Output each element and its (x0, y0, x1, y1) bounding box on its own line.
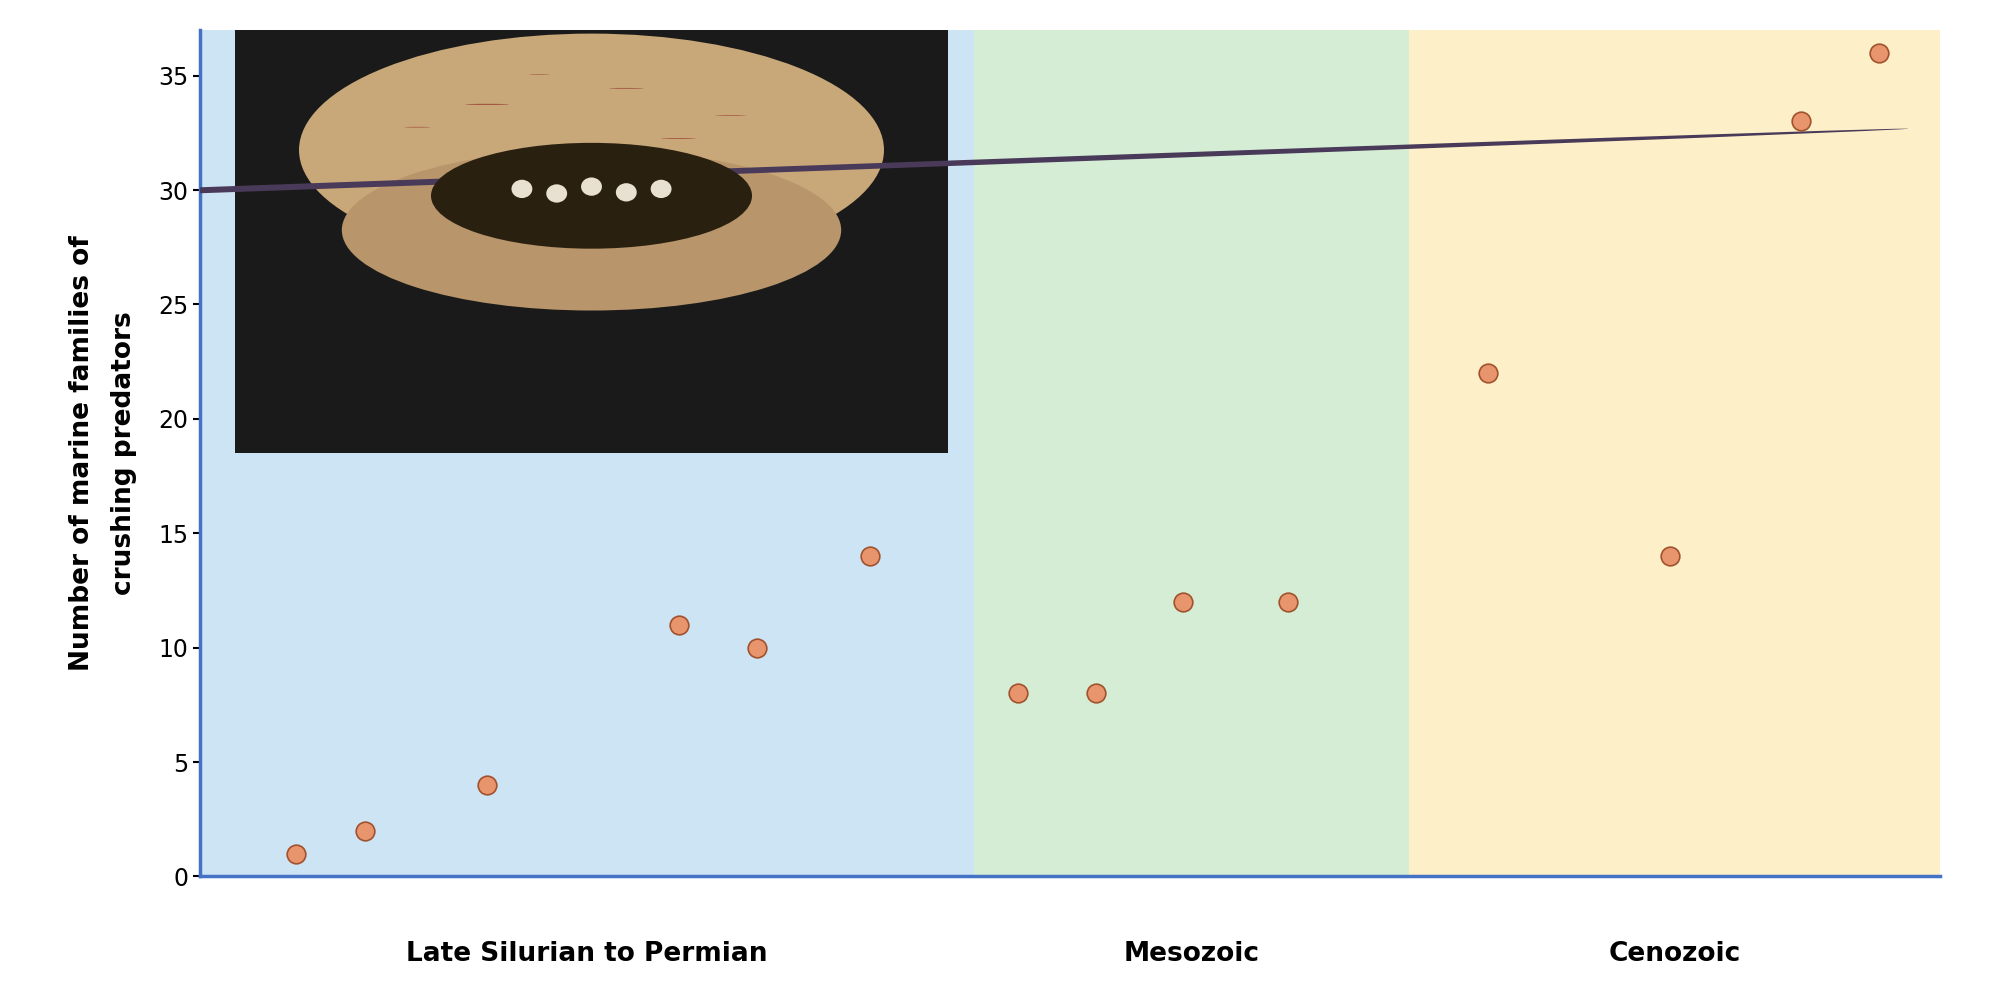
Point (1654, 548, 1686, 564)
Bar (234, 30, 948, 453)
Point (1168, 594, 1200, 610)
Point (854, 548, 886, 564)
Bar (974, 30, 1410, 876)
Point (472, 777, 504, 793)
Point (1002, 685, 1034, 701)
Point (1472, 366, 1504, 381)
Point (1864, 45, 1896, 61)
Point (1080, 685, 1112, 701)
Ellipse shape (342, 149, 842, 311)
Ellipse shape (546, 184, 568, 202)
Y-axis label: Number of marine families of
crushing predators: Number of marine families of crushing pr… (70, 235, 138, 671)
Point (740, 639, 772, 655)
Point (662, 617, 694, 632)
Ellipse shape (512, 179, 532, 198)
Text: Cenozoic: Cenozoic (1608, 940, 1740, 966)
Ellipse shape (616, 183, 636, 201)
Text: Mesozoic: Mesozoic (1124, 940, 1260, 966)
Bar (1410, 30, 1940, 876)
Point (280, 846, 312, 862)
Ellipse shape (430, 142, 752, 249)
Ellipse shape (650, 179, 672, 198)
Bar (200, 30, 974, 876)
Point (1272, 594, 1304, 610)
Ellipse shape (582, 177, 602, 196)
Point (1784, 114, 1816, 129)
Ellipse shape (300, 34, 884, 266)
Text: Late Silurian to Permian: Late Silurian to Permian (406, 940, 768, 966)
Point (350, 823, 382, 839)
Ellipse shape (0, 128, 1908, 240)
